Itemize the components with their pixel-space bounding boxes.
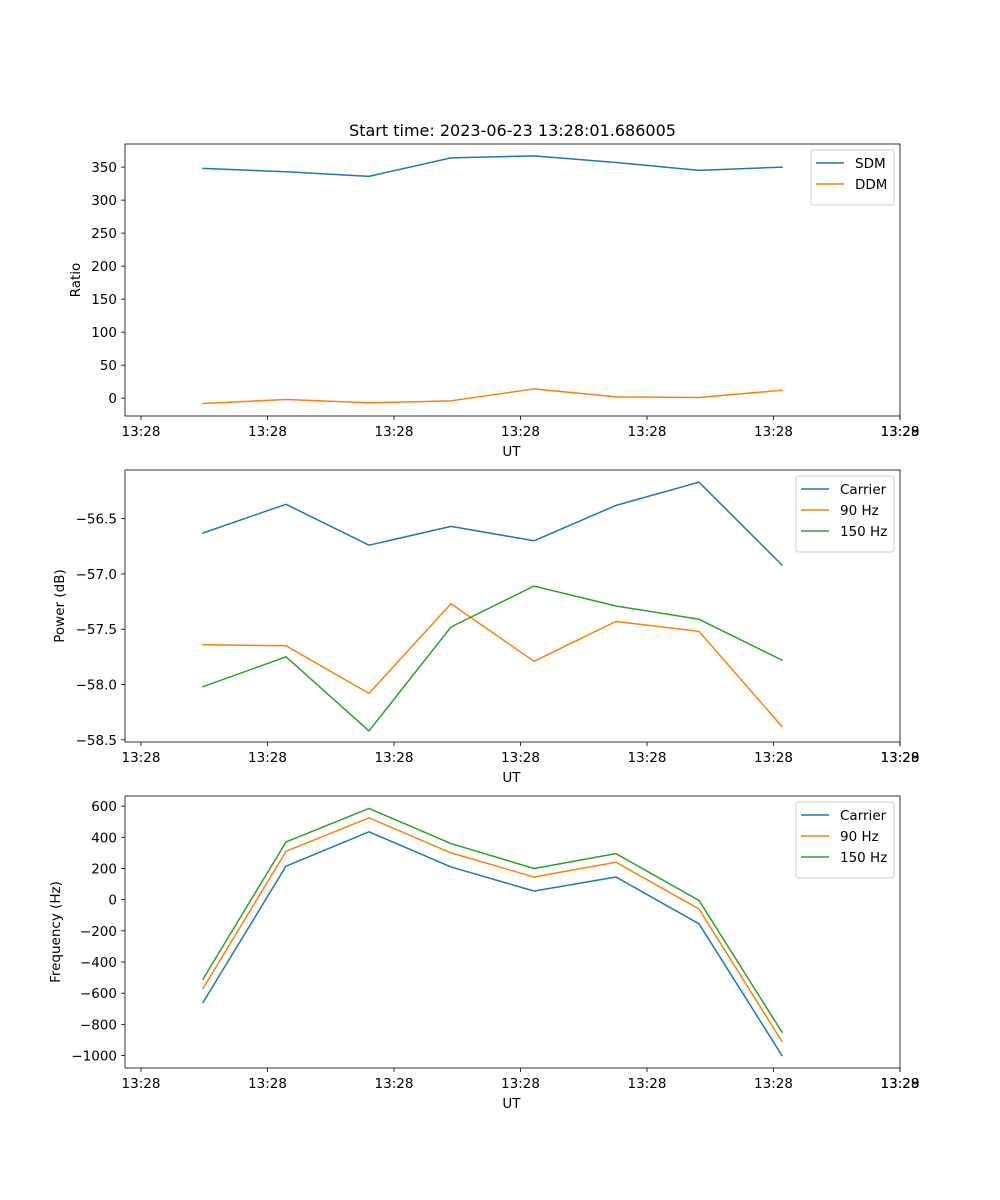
series-line-ddm (202, 388, 783, 405)
legend-label: Carrier (840, 482, 887, 498)
legend-label: 150 Hz (840, 524, 887, 540)
x-tick-label: 13:29 (881, 424, 920, 440)
legend-label: DDM (855, 177, 887, 193)
figure-title: Start time: 2023-06-23 13:28:01.686005 (349, 121, 676, 140)
x-tick-label: 13:28 (754, 424, 793, 440)
x-tick-label: 13:29 (881, 750, 920, 766)
y-tick-label: 250 (91, 226, 117, 242)
x-tick-label: 13:28 (248, 1076, 287, 1092)
y-tick-label: 100 (91, 325, 117, 341)
x-tick-label: 13:28 (501, 750, 540, 766)
y-tick-label: 400 (91, 830, 117, 846)
y-tick-label: −58.5 (76, 733, 117, 749)
x-axis-label: UT (502, 1096, 521, 1112)
series-line-90-hz (201, 817, 784, 1043)
y-axis-label: Power (dB) (52, 569, 68, 642)
legend: Carrier 90 Hz 150 Hz (795, 801, 895, 879)
x-tick-label: 13:28 (501, 1076, 540, 1092)
x-tick-label: 13:28 (501, 424, 540, 440)
x-tick-label: 13:28 (881, 424, 920, 440)
legend-label: 90 Hz (840, 829, 879, 845)
series-line-carrier (202, 481, 784, 567)
legend-label: 90 Hz (840, 503, 879, 519)
legend-box (795, 475, 895, 553)
y-tick-label: −800 (80, 1017, 117, 1033)
x-tick-label: 13:28 (754, 750, 793, 766)
x-tick-label: 13:28 (881, 1076, 920, 1092)
axes-frame (124, 143, 901, 417)
x-tick-label: 13:28 (248, 424, 287, 440)
x-tick-label: 13:28 (375, 750, 414, 766)
legend-box (795, 801, 895, 879)
x-axis-label: UT (502, 770, 521, 786)
x-tick-label: 13:28 (248, 750, 287, 766)
x-tick-label: 13:29 (881, 1076, 920, 1092)
y-tick-label: −56.5 (76, 512, 117, 528)
y-tick-label: −58.0 (76, 678, 117, 694)
chart-panel-1: 13:28 13:28 13:28 13:28 13:28 13:28 13:2813:29… (68, 143, 920, 460)
x-tick-label: 13:28 (375, 424, 414, 440)
y-tick-label: −1000 (71, 1049, 117, 1065)
y-tick-label: 150 (91, 292, 117, 308)
y-tick-label: 50 (100, 358, 117, 374)
x-tick-label: 13:28 (628, 1076, 667, 1092)
legend-label: 150 Hz (840, 850, 887, 866)
y-tick-label: −400 (80, 955, 117, 971)
series-line-150-hz (201, 807, 784, 1034)
y-tick-label: −57.0 (76, 567, 117, 583)
y-tick-label: 600 (91, 799, 117, 815)
y-tick-label: 350 (91, 160, 117, 176)
y-tick-label: −200 (80, 924, 117, 940)
x-axis-label: UT (502, 444, 521, 460)
y-axis-label: Frequency (Hz) (48, 881, 64, 983)
y-tick-label: 0 (108, 893, 117, 909)
y-tick-label: 200 (91, 259, 117, 275)
x-tick-label: 13:28 (375, 1076, 414, 1092)
legend-label: Carrier (840, 808, 887, 824)
y-tick-label: −57.5 (76, 622, 117, 638)
chart-panel-2: 13:28 13:28 13:28 13:28 13:28 13:28 13:2813:29… (52, 469, 920, 786)
x-tick-label: 13:28 (628, 750, 667, 766)
series-line-sdm (202, 155, 783, 178)
series-line-carrier (201, 831, 784, 1057)
x-tick-label: 13:28 (881, 750, 920, 766)
y-axis-label: Ratio (68, 263, 84, 298)
x-tick-label: 13:28 (754, 1076, 793, 1092)
chart-panel-3: 13:28 13:28 13:28 13:28 13:28 13:28 13:2813:29… (48, 795, 920, 1112)
x-tick-label: 13:28 (122, 750, 161, 766)
legend: SDM DDM (810, 149, 895, 206)
x-tick-label: 13:28 (122, 424, 161, 440)
x-tick-label: 13:28 (122, 1076, 161, 1092)
axes-frame (124, 469, 901, 743)
y-tick-label: 200 (91, 861, 117, 877)
y-tick-label: −600 (80, 986, 117, 1002)
y-tick-label: 300 (91, 193, 117, 209)
legend-label: SDM (855, 156, 886, 172)
plots-container: 13:28 13:28 13:28 13:28 13:28 13:28 13:2813:29… (48, 143, 920, 1112)
y-tick-label: 0 (108, 391, 117, 407)
series-line-90-hz (202, 603, 784, 728)
legend: Carrier 90 Hz 150 Hz (795, 475, 895, 553)
series-line-150-hz (202, 585, 784, 732)
x-tick-label: 13:28 (628, 424, 667, 440)
axes-frame (124, 795, 901, 1069)
